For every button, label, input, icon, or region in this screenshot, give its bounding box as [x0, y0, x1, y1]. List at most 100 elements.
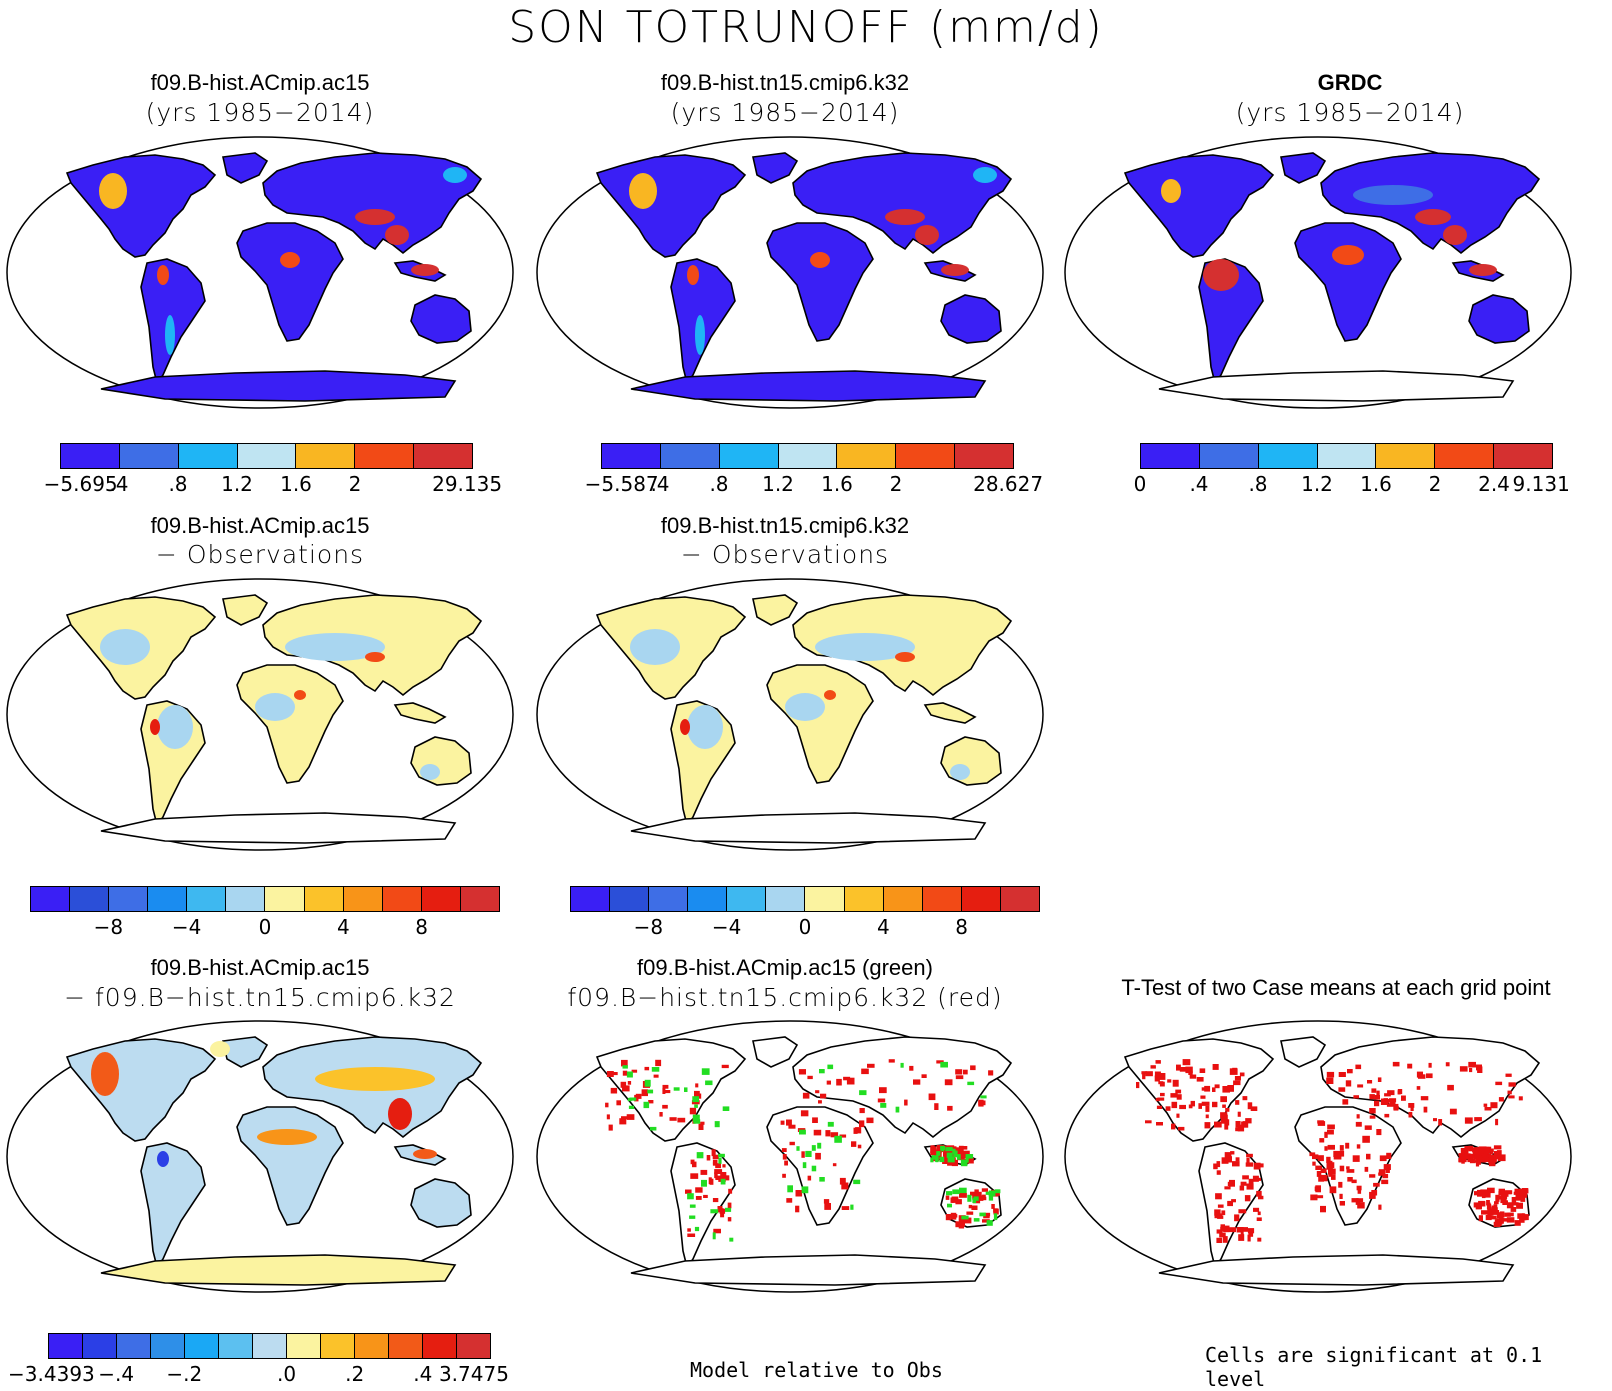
significant-cell — [1512, 1202, 1519, 1206]
significant-cell — [634, 1094, 639, 1102]
colorbar-tick-label: 3.7475 — [438, 1362, 509, 1386]
significant-cell — [819, 1177, 825, 1182]
significant-cell — [1338, 1181, 1343, 1188]
significant-cell — [712, 1161, 716, 1166]
significant-cell — [1216, 1170, 1221, 1175]
significant-cell — [1141, 1071, 1147, 1075]
significant-cell — [1514, 1220, 1521, 1226]
significant-cell — [947, 1156, 955, 1163]
colorbar-a-swatch — [414, 444, 473, 468]
continent-greenland — [752, 1036, 799, 1068]
colorbar-tick-label: −3.4393 — [8, 1362, 95, 1386]
significant-cell — [1231, 1199, 1236, 1203]
colorbar-e-swatch — [922, 887, 962, 911]
significant-cell — [1347, 1069, 1353, 1074]
significant-cell — [608, 1124, 613, 1131]
significant-cell — [846, 1077, 855, 1085]
significant-cell — [1247, 1228, 1255, 1234]
significant-cell — [1245, 1162, 1254, 1167]
significant-cell — [718, 1157, 722, 1164]
significant-cell — [1474, 1191, 1481, 1196]
significant-cell — [1312, 1161, 1316, 1166]
significant-cell — [832, 1163, 837, 1167]
significant-cell — [982, 1219, 990, 1223]
panel-a-subtitle: (yrs 1985−2014) — [145, 98, 375, 127]
colorbar-tick-label: .0 — [276, 1362, 297, 1386]
significant-cell — [1364, 1125, 1372, 1130]
significant-cell — [1250, 1106, 1258, 1111]
significant-cell — [626, 1071, 633, 1078]
significant-cell — [805, 1150, 812, 1157]
significant-cell — [952, 1148, 956, 1154]
colorbar-g-swatch — [83, 1334, 117, 1358]
colorbar-tick-label: −.4 — [98, 1362, 135, 1386]
significant-cell — [1247, 1234, 1251, 1242]
colorbar-tick-label: 1.2 — [1301, 472, 1333, 496]
significant-cell — [1238, 1209, 1247, 1214]
significant-cell — [1224, 1152, 1232, 1159]
significant-cell — [1383, 1164, 1391, 1170]
significant-cell — [1517, 1213, 1524, 1219]
map-panel-h — [536, 1020, 1044, 1293]
significant-cell — [1232, 1161, 1240, 1167]
significant-cell — [958, 1221, 965, 1229]
red-patch — [824, 690, 836, 700]
significant-cell — [973, 1196, 979, 1201]
panel-i-title: T-Test of two Case means at each grid po… — [1121, 975, 1551, 1000]
panel-g-title: f09.B-hist.ACmip.ac15 — [150, 955, 370, 980]
continent-greenland — [1280, 1036, 1327, 1068]
significant-cell — [946, 1152, 953, 1158]
significant-cell — [1326, 1156, 1331, 1164]
significant-cell — [947, 1105, 953, 1111]
significant-cell — [1216, 1161, 1221, 1168]
significant-cell — [802, 1162, 807, 1169]
continent-eurasia — [1320, 1036, 1541, 1139]
significant-cell — [673, 1087, 680, 1091]
significant-cell — [1339, 1145, 1344, 1151]
significant-cell — [857, 1144, 862, 1149]
significant-cell — [1493, 1154, 1502, 1159]
significant-cell — [1212, 1087, 1216, 1092]
significant-cell — [1500, 1218, 1504, 1224]
significant-cell — [974, 1189, 979, 1194]
significant-cell — [1160, 1092, 1165, 1097]
significant-cell — [1379, 1155, 1387, 1162]
colorbar-tick-label: −8 — [633, 915, 664, 939]
significant-cell — [1408, 1103, 1415, 1108]
significant-cell — [879, 1087, 887, 1094]
colorbar-tick-label: 4 — [876, 915, 890, 939]
significant-cell — [650, 1126, 657, 1131]
colorbar-a-swatch — [296, 444, 356, 468]
significant-cell — [1136, 1082, 1140, 1089]
significant-cell — [1199, 1068, 1206, 1073]
continent-eurasia — [262, 152, 483, 255]
significant-cell — [1478, 1215, 1483, 1222]
colorbar-g-swatch — [49, 1334, 83, 1358]
significant-cell — [1378, 1204, 1382, 1210]
patagonia-patch — [165, 315, 175, 355]
significant-cell — [696, 1152, 704, 1159]
significant-cell — [904, 1099, 908, 1106]
congo-patch — [810, 252, 830, 268]
significant-cell — [1501, 1218, 1508, 1222]
significant-cell — [1480, 1189, 1488, 1195]
map-panel-a — [6, 136, 514, 409]
significant-cell — [983, 1214, 990, 1219]
significant-cell — [1316, 1171, 1322, 1177]
significant-cell — [940, 1061, 948, 1068]
significant-cell — [973, 1218, 980, 1222]
significant-cell — [1312, 1154, 1319, 1160]
significant-cell — [1150, 1065, 1156, 1069]
significant-cell — [965, 1154, 974, 1159]
colorbar-a-swatch — [355, 444, 415, 468]
significant-cell — [974, 1191, 979, 1197]
significant-cell — [1506, 1217, 1515, 1223]
significant-cell — [662, 1084, 669, 1089]
significant-cell — [818, 1100, 822, 1104]
significant-cell — [1357, 1084, 1364, 1088]
significant-cell — [1222, 1086, 1230, 1093]
significant-cell — [1172, 1079, 1179, 1087]
significant-cell — [695, 1083, 699, 1088]
significant-cell — [1176, 1113, 1180, 1118]
significant-cell — [1227, 1200, 1233, 1207]
